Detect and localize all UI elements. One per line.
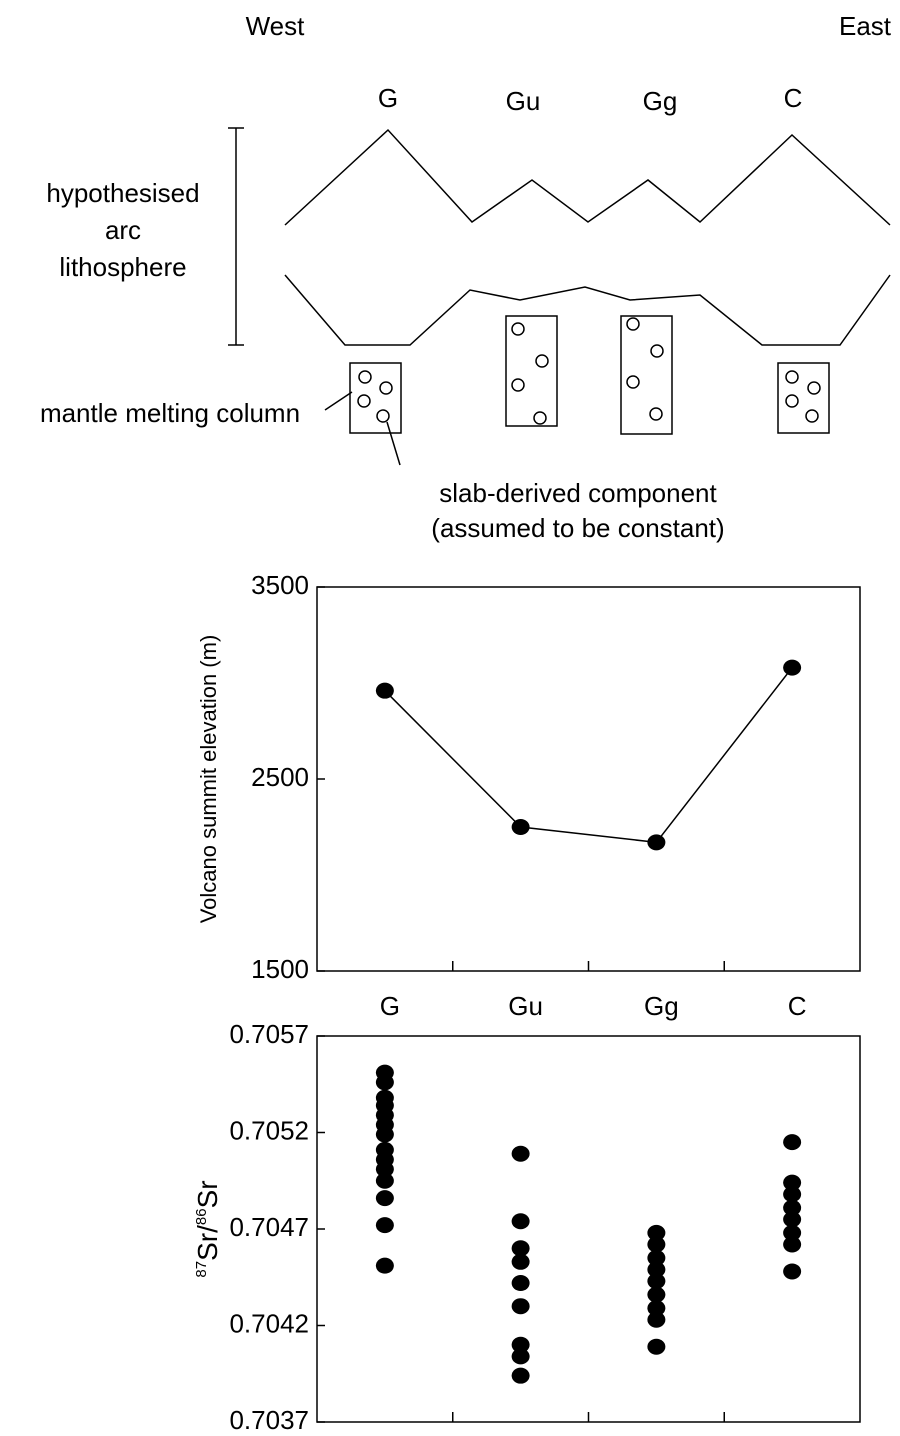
point bbox=[375, 682, 394, 699]
point bbox=[375, 1126, 394, 1143]
x-tick-label: C bbox=[788, 991, 807, 1021]
slab-label: slab-derived component bbox=[439, 478, 717, 508]
y-axis-label-part: 87 bbox=[193, 1261, 210, 1278]
point bbox=[783, 1199, 802, 1216]
lithosphere-label: arc bbox=[105, 215, 141, 245]
point bbox=[511, 1298, 530, 1315]
west-label: West bbox=[246, 11, 306, 41]
y-axis-label: Volcano summit elevation (m) bbox=[196, 635, 221, 924]
lithosphere-label: lithosphere bbox=[59, 252, 186, 282]
point bbox=[511, 1275, 530, 1292]
east-label: East bbox=[839, 11, 892, 41]
point bbox=[647, 1286, 666, 1303]
point bbox=[783, 1236, 802, 1253]
point bbox=[647, 1273, 666, 1290]
point bbox=[647, 1300, 666, 1317]
point bbox=[783, 659, 802, 676]
point bbox=[783, 1211, 802, 1228]
point bbox=[375, 1257, 394, 1274]
point bbox=[511, 1145, 530, 1162]
point bbox=[511, 1240, 530, 1257]
point bbox=[375, 1172, 394, 1189]
y-tick-label: 0.7047 bbox=[229, 1212, 309, 1242]
y-tick-label: 0.7042 bbox=[229, 1308, 309, 1338]
point bbox=[647, 1224, 666, 1241]
point bbox=[783, 1186, 802, 1203]
point bbox=[647, 1249, 666, 1266]
y-tick-label: 1500 bbox=[251, 954, 309, 984]
point bbox=[511, 1348, 530, 1365]
slab-label: (assumed to be constant) bbox=[431, 513, 724, 543]
point bbox=[375, 1217, 394, 1234]
point bbox=[511, 1253, 530, 1270]
y-tick-label: 0.7052 bbox=[229, 1115, 309, 1145]
point bbox=[511, 1213, 530, 1230]
point bbox=[647, 1236, 666, 1253]
y-axis-label: 87Sr/86Sr bbox=[192, 1180, 223, 1277]
point bbox=[375, 1190, 394, 1207]
volcano-label: C bbox=[784, 83, 803, 113]
plot-frame bbox=[316, 586, 861, 972]
lithosphere-label: hypothesised bbox=[46, 178, 199, 208]
y-axis-label-part: Sr bbox=[192, 1180, 223, 1208]
point bbox=[647, 1311, 666, 1328]
point bbox=[511, 1336, 530, 1353]
point bbox=[647, 834, 666, 851]
line bbox=[384, 667, 793, 844]
x-tick-label: G bbox=[380, 991, 400, 1021]
y-tick-label: 2500 bbox=[251, 762, 309, 792]
plot-frame bbox=[316, 1035, 861, 1423]
point bbox=[511, 1367, 530, 1384]
point bbox=[511, 819, 530, 835]
volcano-label: G bbox=[378, 83, 398, 113]
column-label: mantle melting column bbox=[40, 398, 300, 428]
y-axis-label-part: Sr/ bbox=[192, 1225, 223, 1261]
y-axis-label-part: 86 bbox=[193, 1208, 210, 1225]
y-tick-label: 0.7057 bbox=[229, 1019, 309, 1049]
x-tick-label: Gu bbox=[508, 991, 543, 1021]
point bbox=[647, 1261, 666, 1278]
diagram-shapes bbox=[228, 127, 891, 466]
y-tick-label: 3500 bbox=[251, 570, 309, 600]
point bbox=[783, 1224, 802, 1241]
y-tick-label: 0.7037 bbox=[229, 1405, 309, 1435]
x-tick-label: Gg bbox=[644, 991, 679, 1021]
point bbox=[783, 1174, 802, 1191]
point bbox=[647, 1338, 666, 1355]
point bbox=[375, 1161, 394, 1178]
point bbox=[783, 1263, 802, 1280]
point bbox=[783, 1134, 802, 1151]
volcano-label: Gu bbox=[506, 86, 541, 116]
volcano-label: Gg bbox=[643, 86, 678, 116]
point bbox=[375, 1074, 394, 1091]
